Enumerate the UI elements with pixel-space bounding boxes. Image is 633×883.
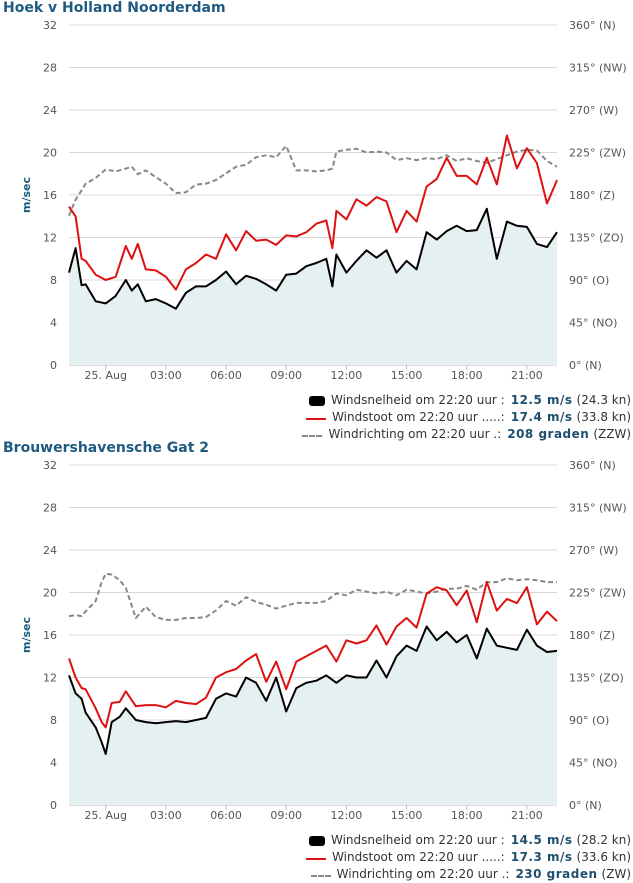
y2-tick-label: 90° (O) [569, 274, 609, 287]
gust-swatch-icon [306, 417, 327, 420]
y2-tick-label: 0° (N) [569, 359, 602, 372]
y-tick-label: 24 [43, 544, 57, 557]
x-tick-label: 21:00 [511, 369, 543, 382]
y2-tick-label: 270° (W) [569, 104, 618, 117]
series-line-windrichting[interactable] [68, 572, 557, 621]
y2-tick-label: 45° (NO) [569, 757, 617, 770]
station-panel-1: Hoek v Holland Noorderdam 0 4 8 12 16 20 24 28 3… [0, 0, 633, 443]
y-tick-label: 8 [50, 714, 57, 727]
speed-swatch-icon [308, 835, 325, 846]
y2-tick-label: 225° (ZW) [569, 587, 626, 600]
y2-tick-label: 135° (ZO) [569, 672, 624, 685]
series-line-windstoot[interactable] [68, 134, 558, 291]
station-title: Hoek v Holland Noorderdam [3, 0, 226, 16]
legend-item-speed[interactable]: Windsnelheid om 22:20 uur : 12.5 m/s (24… [302, 392, 631, 409]
wind-chart: 0 4 8 12 16 20 24 28 32 0° (N) 45° (NO) 90° (O) 135°… [20, 459, 627, 822]
x-tick-label: 15:00 [391, 369, 423, 382]
y-tick-label: 28 [43, 502, 57, 515]
y-axis-label: m/sec [20, 177, 33, 213]
station-panel-2: Brouwershavensche Gat 2 0 4 8 12 16 20 24 28 32 0… [0, 440, 633, 881]
x-tick-label: 25. Aug [84, 369, 126, 382]
y-tick-label: 12 [43, 232, 57, 245]
wind-chart: 0 4 8 12 16 20 24 28 32 0° (N) 45° (NO) 90° (O) 135°… [20, 19, 627, 382]
legend-item-gust[interactable]: Windstoot om 22:20 uur .....: 17.4 m/s (… [302, 409, 631, 426]
y-tick-label: 16 [43, 189, 57, 202]
y2-tick-label: 180° (Z) [569, 629, 615, 642]
y-tick-label: 0 [50, 799, 57, 812]
y-tick-label: 8 [50, 274, 57, 287]
x-tick-label: 06:00 [210, 809, 242, 822]
x-tick-label: 06:00 [210, 369, 242, 382]
y2-tick-label: 270° (W) [569, 544, 618, 557]
y-axis-label: m/sec [20, 617, 33, 653]
x-tick-label: 21:00 [511, 809, 543, 822]
x-tick-label: 15:00 [391, 809, 423, 822]
y2-tick-label: 315° (NW) [569, 62, 627, 75]
legend-item-speed[interactable]: Windsnelheid om 22:20 uur : 14.5 m/s (28… [306, 832, 631, 849]
chart-legend: Windsnelheid om 22:20 uur : 12.5 m/s (24… [302, 392, 631, 443]
legend-item-gust[interactable]: Windstoot om 22:20 uur .....: 17.3 m/s (… [306, 849, 631, 866]
y2-tick-label: 315° (NW) [569, 502, 627, 515]
series-line-windstoot[interactable] [68, 580, 558, 729]
series-line-windsnelheid[interactable] [68, 207, 558, 310]
y-tick-label: 32 [43, 19, 57, 32]
x-tick-label: 09:00 [270, 369, 302, 382]
y2-tick-label: 0° (N) [569, 799, 602, 812]
y-tick-label: 16 [43, 629, 57, 642]
y-tick-label: 4 [50, 317, 57, 330]
x-tick-label: 25. Aug [84, 809, 126, 822]
y-tick-label: 12 [43, 672, 57, 685]
y2-tick-label: 360° (N) [569, 459, 616, 472]
station-title: Brouwershavensche Gat 2 [3, 440, 210, 456]
x-tick-label: 03:00 [150, 809, 182, 822]
series-area-windsnelheid [69, 208, 557, 365]
chart-legend: Windsnelheid om 22:20 uur : 14.5 m/s (28… [306, 832, 631, 883]
x-tick-label: 03:00 [150, 369, 182, 382]
y2-tick-label: 225° (ZW) [569, 147, 626, 160]
direction-swatch-icon [310, 874, 331, 877]
y-tick-label: 32 [43, 459, 57, 472]
legend-item-direction[interactable]: Windrichting om 22:20 uur .: 230 graden … [306, 866, 631, 883]
y2-tick-label: 180° (Z) [569, 189, 615, 202]
y2-tick-label: 135° (ZO) [569, 232, 624, 245]
speed-swatch-icon [308, 395, 325, 406]
x-tick-label: 12:00 [331, 809, 363, 822]
x-tick-label: 18:00 [451, 809, 483, 822]
y-tick-label: 0 [50, 359, 57, 372]
y-tick-label: 28 [43, 62, 57, 75]
series-line-windsnelheid[interactable] [68, 625, 558, 755]
direction-swatch-icon [302, 434, 323, 437]
legend-item-direction[interactable]: Windrichting om 22:20 uur .: 208 graden … [302, 426, 631, 443]
x-tick-label: 09:00 [270, 809, 302, 822]
y-tick-label: 24 [43, 104, 57, 117]
x-tick-label: 18:00 [451, 369, 483, 382]
y2-tick-label: 360° (N) [569, 19, 616, 32]
gust-swatch-icon [306, 857, 327, 860]
y-tick-label: 4 [50, 757, 57, 770]
x-tick-label: 12:00 [331, 369, 363, 382]
series-area-windsnelheid [69, 626, 557, 805]
y-tick-label: 20 [43, 147, 57, 160]
y-tick-label: 20 [43, 587, 57, 600]
series-line-windrichting[interactable] [68, 144, 558, 217]
y2-tick-label: 90° (O) [569, 714, 609, 727]
y2-tick-label: 45° (NO) [569, 317, 617, 330]
